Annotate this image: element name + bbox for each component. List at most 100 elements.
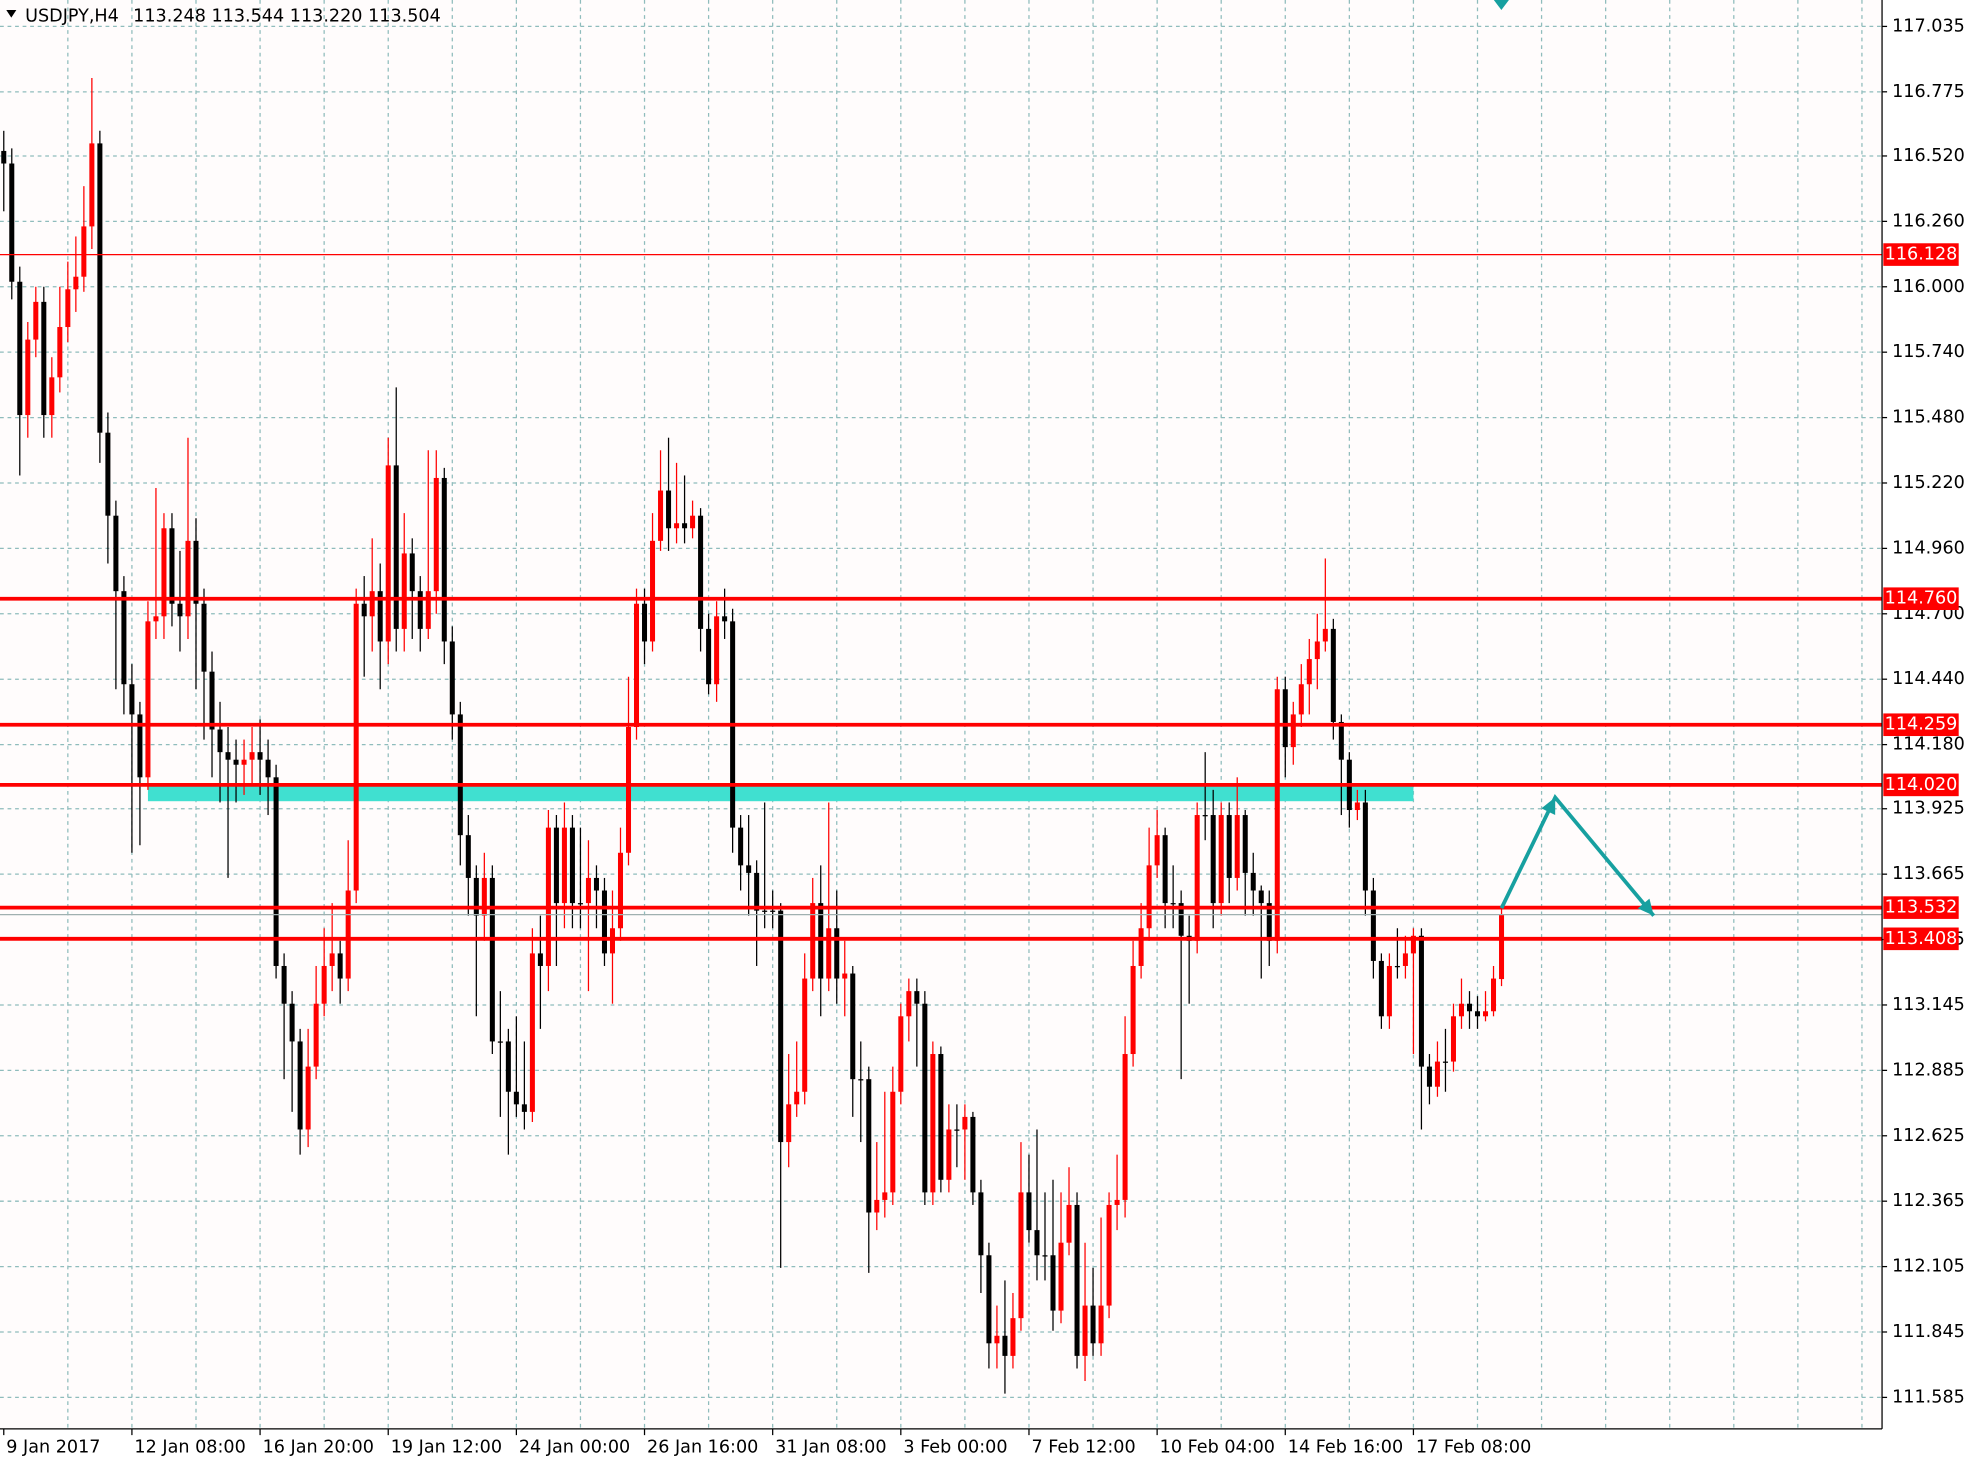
- x-tick-label: 10 Feb 04:00: [1160, 1438, 1275, 1458]
- candle-body: [1378, 960, 1384, 1017]
- candle-body: [1122, 1054, 1128, 1200]
- candle-body: [233, 759, 239, 765]
- candle-body: [842, 973, 848, 979]
- candle-body: [698, 515, 704, 629]
- level-label: 116.128: [1885, 245, 1958, 265]
- candle-body: [1410, 935, 1416, 954]
- candle-body: [177, 603, 183, 617]
- candle-body: [882, 1192, 888, 1200]
- arrow-head: [1541, 797, 1556, 816]
- candle-body: [1450, 1016, 1456, 1062]
- candle-body: [738, 827, 744, 866]
- candle-body: [305, 1066, 311, 1130]
- y-tick-label: 114.180: [1892, 735, 1965, 755]
- y-tick-label: 113.145: [1892, 995, 1965, 1015]
- candle-body: [225, 752, 231, 760]
- candle-body: [1178, 903, 1184, 936]
- candle-body: [994, 1335, 1000, 1344]
- candle-body: [786, 1104, 792, 1143]
- candle-body: [577, 903, 583, 905]
- candle-body: [129, 684, 135, 715]
- candle-body: [625, 726, 632, 853]
- level-label-box: [1883, 896, 1959, 919]
- candle-body: [770, 910, 776, 912]
- candle-body: [49, 377, 55, 416]
- candle-body: [1426, 1066, 1432, 1087]
- candle-body: [57, 327, 63, 378]
- plot-area: [0, 0, 1882, 1429]
- candle-body: [593, 877, 599, 891]
- level-label: 113.408: [1885, 929, 1958, 949]
- candle-body: [970, 1116, 976, 1193]
- candle-body: [457, 714, 463, 836]
- candle-body: [1266, 903, 1272, 941]
- candle-body: [666, 490, 672, 529]
- candle-body: [337, 953, 343, 979]
- y-tick-label: 116.775: [1892, 82, 1965, 102]
- candle-body: [1170, 903, 1176, 905]
- candle-body: [890, 1091, 896, 1193]
- candle-body: [585, 877, 591, 904]
- x-tick-label: 31 Jan 08:00: [775, 1438, 886, 1458]
- candle-body: [1274, 689, 1280, 941]
- candle-body: [1202, 815, 1208, 817]
- candle-body: [834, 928, 840, 979]
- candle-body: [1010, 1318, 1016, 1356]
- candle-body: [1154, 835, 1160, 866]
- candle-body: [1034, 1230, 1040, 1256]
- candle-body: [65, 289, 71, 328]
- candle-body: [1418, 935, 1424, 1067]
- candle-body: [153, 616, 159, 622]
- menu-arrow[interactable]: [6, 10, 17, 18]
- candle-body: [569, 827, 575, 904]
- candle-body: [401, 553, 407, 629]
- candle-body: [553, 827, 559, 904]
- candle-body: [1394, 965, 1400, 968]
- candle-body: [17, 281, 23, 416]
- candle-body: [25, 339, 31, 416]
- candle-body: [321, 965, 327, 1004]
- candle-body: [1330, 628, 1336, 722]
- candle-body: [762, 910, 768, 912]
- y-tick-label: 115.220: [1892, 473, 1965, 493]
- candle-body: [1234, 815, 1240, 878]
- candle-body: [818, 903, 824, 979]
- candle-body: [1002, 1335, 1008, 1356]
- y-tick-label: 114.440: [1892, 669, 1965, 689]
- candle-body: [898, 1016, 904, 1092]
- candle-body: [361, 603, 367, 617]
- candle-body: [1474, 1011, 1481, 1017]
- candle-body: [529, 953, 535, 1112]
- candle-body: [1258, 890, 1264, 904]
- y-tick-label: 116.260: [1892, 211, 1965, 231]
- candle-body: [473, 877, 479, 916]
- candle-body: [722, 616, 728, 622]
- candle-body: [617, 852, 624, 929]
- candle-body: [297, 1041, 303, 1130]
- candle-body: [257, 752, 263, 760]
- y-tick-label: 117.035: [1892, 16, 1965, 36]
- level-label-box: [1883, 587, 1959, 611]
- candle-body: [930, 1054, 936, 1193]
- candle-body: [1370, 890, 1376, 961]
- candle-body: [1194, 815, 1200, 941]
- candle-body: [1322, 628, 1328, 642]
- candle-body: [826, 928, 832, 979]
- candle-body: [650, 540, 656, 642]
- candle-body: [193, 540, 199, 604]
- candle-body: [754, 872, 760, 911]
- candle-body: [369, 591, 375, 617]
- level-label: 114.020: [1885, 775, 1958, 795]
- candle-body: [1306, 659, 1312, 685]
- y-tick-label: 111.845: [1892, 1322, 1965, 1342]
- candle-body: [874, 1199, 880, 1213]
- candle-body: [802, 978, 808, 1092]
- candle-body: [41, 301, 47, 416]
- candle-body: [633, 603, 640, 727]
- candle-body: [113, 515, 119, 592]
- arrow-head: [1637, 898, 1654, 916]
- candle-body: [273, 777, 279, 966]
- candle-body: [1066, 1204, 1072, 1243]
- candle-body: [1466, 1003, 1473, 1012]
- candle-body: [281, 965, 287, 1004]
